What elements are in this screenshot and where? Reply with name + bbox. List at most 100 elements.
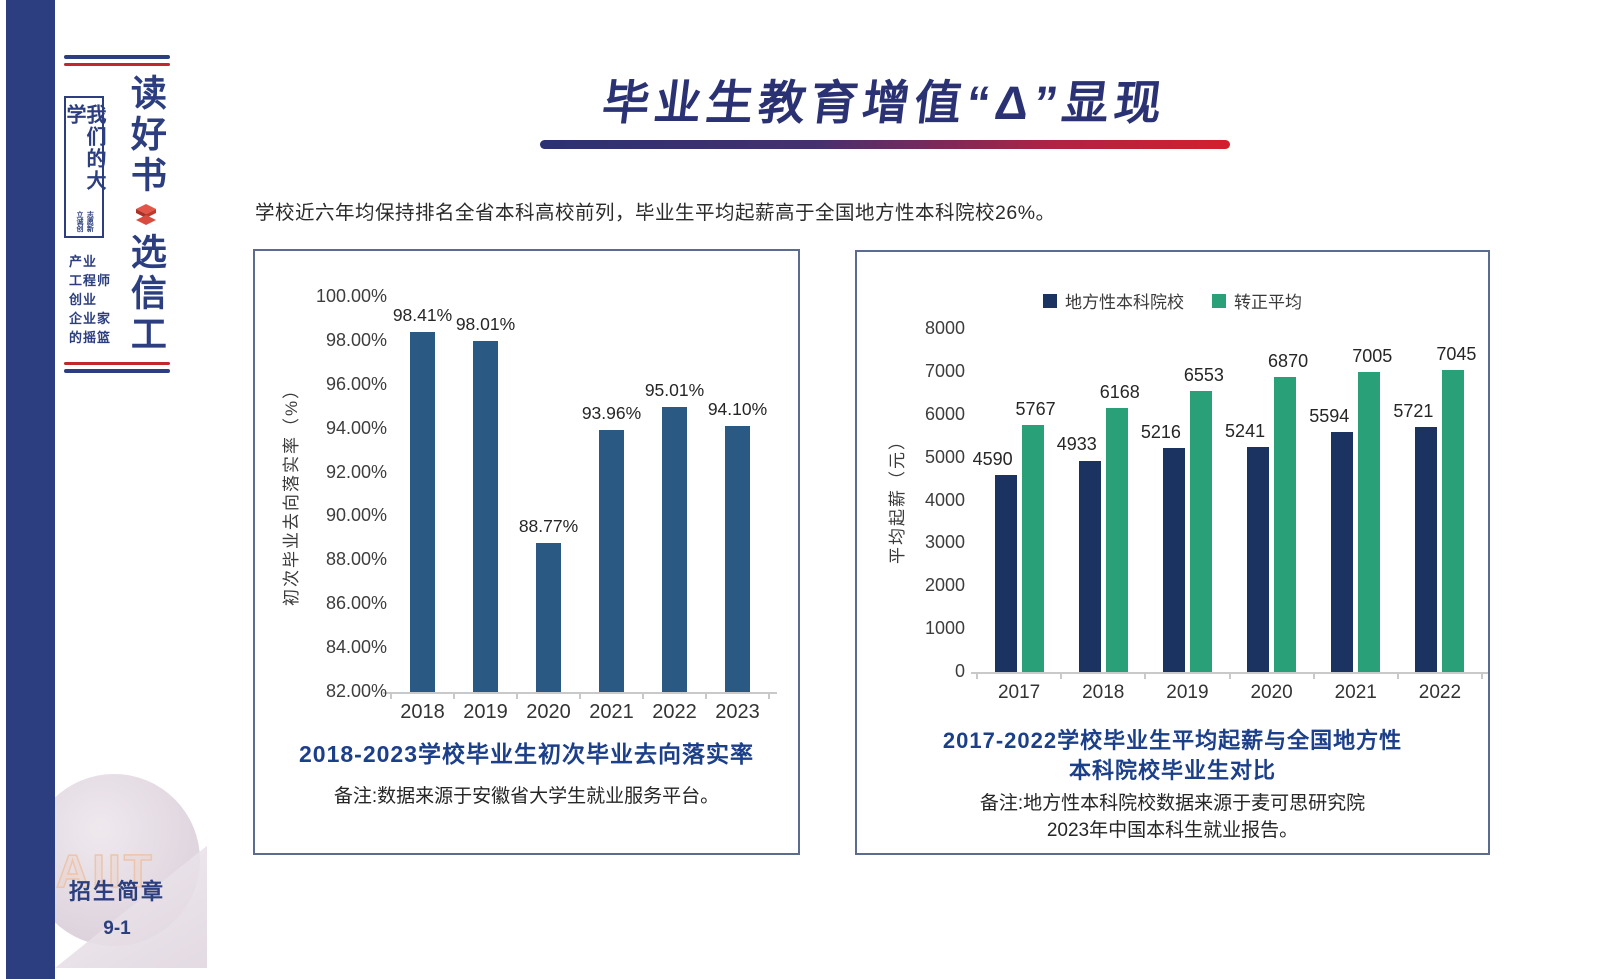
- bar-2020: [536, 543, 561, 692]
- tagline-line: 创业: [69, 292, 98, 307]
- x-tick-label: 2020: [1250, 682, 1293, 703]
- x-axis-tick: [453, 692, 455, 699]
- bar-value-label: 88.77%: [518, 516, 579, 537]
- x-axis-tick: [768, 692, 770, 699]
- chart-title: 2017-2022学校毕业生平均起薪与全国地方性 本科院校毕业生对比: [857, 726, 1488, 786]
- x-tick-label: 2019: [463, 701, 508, 723]
- x-axis-tick: [642, 692, 644, 699]
- bar-value-label: 7005: [1352, 345, 1393, 366]
- y-tick-label: 3000: [924, 532, 965, 553]
- motto-text: 志愿新 立诚创: [75, 211, 94, 232]
- y-tick-label: 82.00%: [325, 681, 387, 701]
- y-tick-label: 7000: [924, 360, 965, 381]
- bar-value-label: 94.10%: [707, 399, 768, 420]
- decor-red-line: [64, 63, 170, 66]
- intro-paragraph: 学校近六年均保持排名全省本科高校前列，毕业生平均起薪高于全国地方性本科院校26%…: [255, 201, 1056, 224]
- chart-note-line-2: 2023年中国本科生就业报告。: [1046, 820, 1299, 841]
- x-tick-label: 2018: [1082, 682, 1125, 703]
- bar-value-label: 5216: [1140, 422, 1181, 443]
- bar-value-label: 5721: [1393, 400, 1434, 421]
- x-tick-label: 2021: [589, 701, 634, 723]
- x-axis-tick: [1481, 672, 1483, 679]
- x-axis-tick: [1060, 672, 1063, 679]
- decor-red-line: [64, 362, 170, 365]
- y-tick-label: 6000: [924, 403, 965, 424]
- slogan-bottom: 选信工: [125, 233, 167, 356]
- bar-series1-2020: [1247, 447, 1270, 672]
- bar-2018: [410, 331, 435, 692]
- chart-note: 备注:数据来源于安徽省大学生就业服务平台。: [333, 786, 720, 807]
- book-stack-icon: [136, 204, 156, 225]
- x-axis-tick: [1228, 672, 1231, 679]
- x-tick-label: 2021: [1334, 682, 1377, 703]
- y-tick-label: 84.00%: [325, 637, 387, 658]
- bar-value-label: 6870: [1268, 351, 1309, 372]
- aiit-watermark: AIIT: [55, 844, 155, 898]
- x-axis-tick: [1312, 672, 1315, 679]
- bar-series2-2019: [1189, 391, 1212, 672]
- bar-2019: [473, 340, 498, 692]
- bar-value-label: 6168: [1099, 381, 1140, 402]
- title-underline: [540, 140, 1230, 149]
- salary-comparison-chart: 4590 5767 2017 4933 6168 2018 5216 6553 2019 5241…: [877, 318, 1489, 774]
- bar-series1-2019: [1162, 448, 1185, 672]
- x-axis-tick: [390, 692, 392, 699]
- x-axis-tick: [976, 672, 978, 679]
- bar-value-label: 4933: [1056, 434, 1097, 455]
- page-header: 毕业生教育增值“Δ”显现: [540, 64, 1230, 149]
- y-tick-label: 5000: [924, 446, 965, 467]
- x-tick-label: 2022: [1418, 682, 1462, 703]
- x-tick-label: 2020: [526, 701, 571, 723]
- y-tick-label: 0: [954, 661, 965, 681]
- bar-2023: [725, 426, 750, 692]
- bar-value-label: 5594: [1309, 406, 1350, 427]
- bar-series1-2021: [1331, 432, 1354, 672]
- bar-value-label: 4590: [972, 449, 1013, 470]
- chart-panel-employment-rate: 初次毕业去向落实率（%） 98.41% 2018 98.01% 2019 88.77% 2…: [253, 249, 800, 855]
- our-university-box: 我们的大学 志愿新 立诚创: [63, 96, 105, 238]
- tagline-line: 产业: [69, 254, 98, 269]
- legend-item: 转正平均: [1212, 288, 1302, 313]
- legend-item: 地方性本科院校: [1043, 288, 1184, 313]
- legend-swatch: [1212, 293, 1226, 308]
- employment-rate-chart: 98.41% 2018 98.01% 2019 88.77% 2020 93.96% 2021…: [299, 286, 779, 742]
- y-tick-label: 1000: [924, 618, 965, 639]
- bar-value-label: 7045: [1436, 343, 1477, 364]
- x-tick-label: 2018: [400, 701, 445, 723]
- our-university-label: 我们的大学: [63, 104, 105, 192]
- y-tick-label: 98.00%: [325, 329, 387, 350]
- sidebar-tagline: 产业 工程师 创业 企业家 的摇篮: [64, 252, 111, 347]
- chart-plot-area: 4590 5767 2017 4933 6168 2018 5216 6553 2019 5241…: [971, 329, 1488, 703]
- sidebar-bottom-decoration: [64, 362, 170, 373]
- chart-note-line-1: 备注:地方性本科院校数据来源于麦可思研究院: [979, 793, 1366, 814]
- slogan-top: 读好书: [125, 74, 167, 197]
- y-tick-label: 86.00%: [325, 593, 387, 614]
- admissions-brochure-label: 招生简章: [68, 879, 165, 904]
- y-tick-label: 90.00%: [325, 505, 387, 526]
- bar-series1-2022: [1415, 426, 1438, 672]
- sidebar-top-decoration: [64, 55, 170, 66]
- corner-footer: AIIT 招生简章 9-1: [0, 740, 235, 979]
- bar-2021: [599, 429, 624, 692]
- x-tick-label: 2019: [1166, 682, 1209, 703]
- bar-series2-2018: [1105, 407, 1128, 672]
- legend-swatch: [1043, 293, 1057, 308]
- y-tick-label: 92.00%: [325, 461, 387, 482]
- x-tick-label: 2017: [997, 682, 1041, 703]
- y-tick-label: 96.00%: [325, 373, 387, 394]
- bar-value-label: 93.96%: [581, 402, 642, 423]
- motto-col-1: 志愿新: [86, 211, 94, 232]
- bar-series2-2021: [1358, 371, 1381, 672]
- bar-series1-2018: [1078, 460, 1101, 672]
- bar-value-label: 6553: [1183, 365, 1224, 386]
- tagline-line: 工程师: [69, 273, 112, 288]
- x-axis-tick: [705, 692, 707, 699]
- y-tick-label: 8000: [924, 318, 965, 338]
- decor-navy-line: [64, 369, 170, 373]
- left-navy-rail: [6, 0, 55, 979]
- bar-value-label: 95.01%: [644, 379, 705, 400]
- y-tick-label: 2000: [924, 575, 965, 596]
- decor-navy-line: [64, 55, 170, 59]
- bar-series2-2020: [1274, 377, 1297, 672]
